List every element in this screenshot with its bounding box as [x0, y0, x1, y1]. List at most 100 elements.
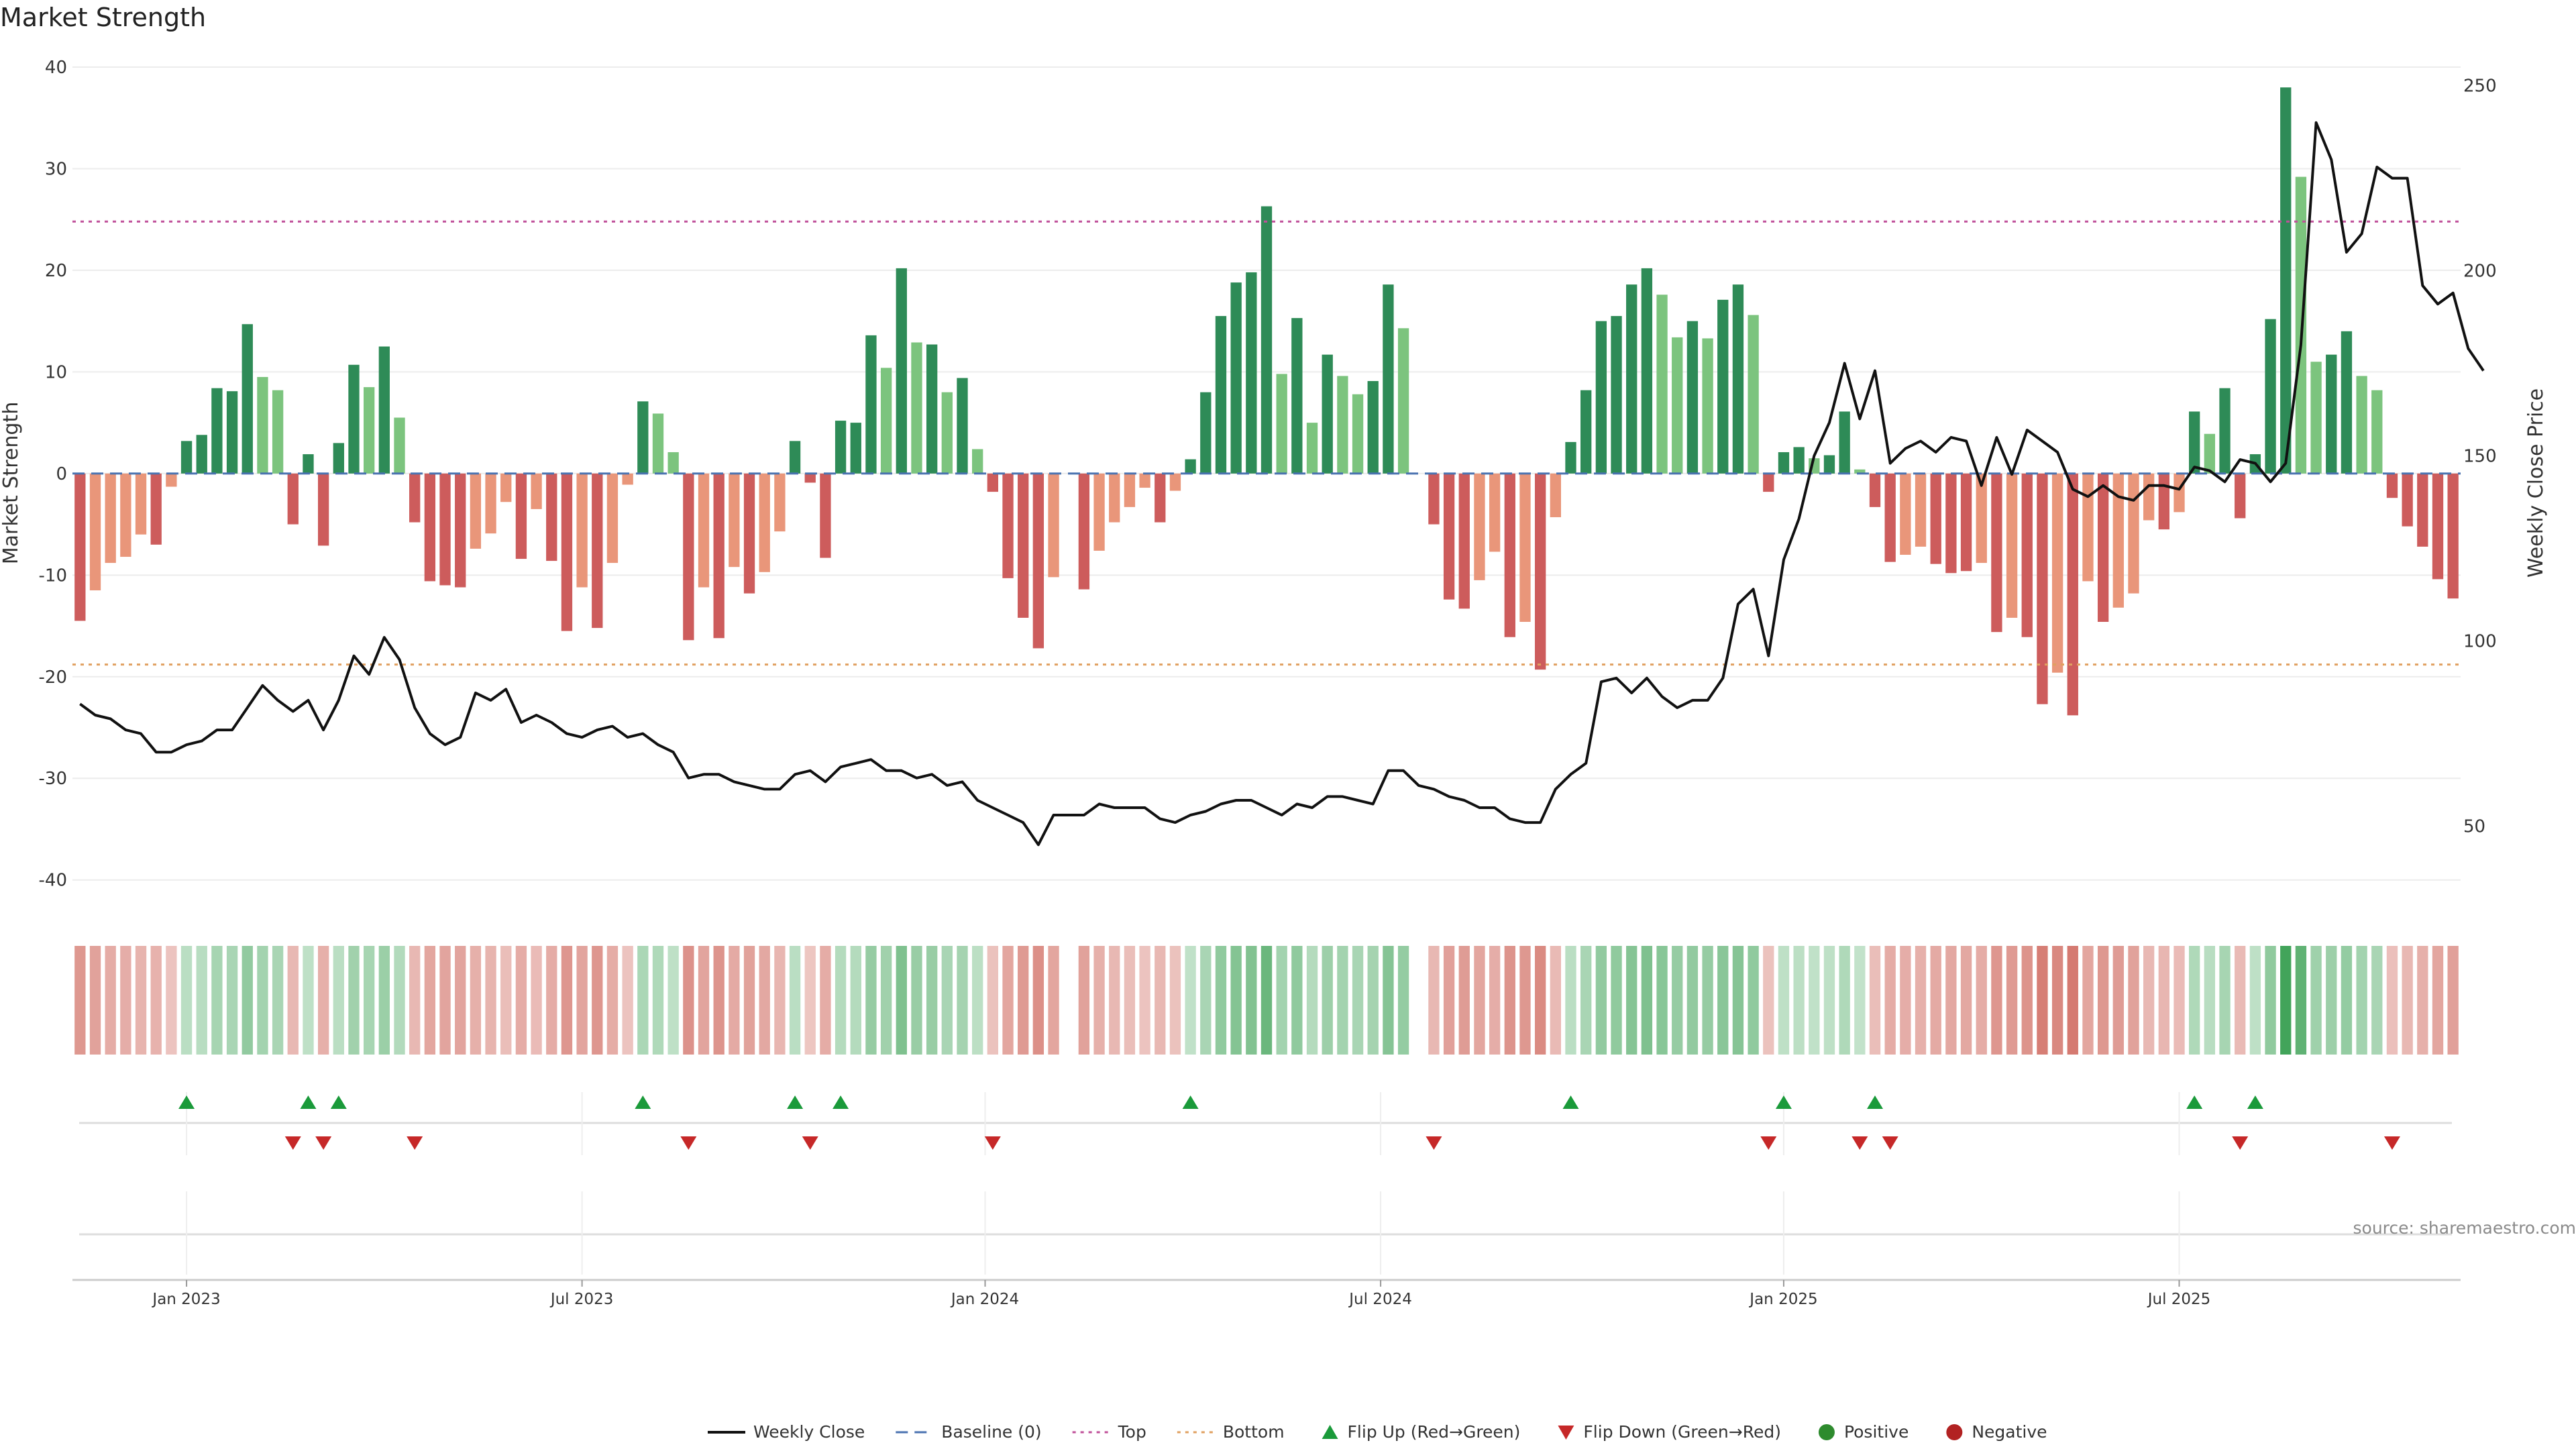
- heat-cell: [2402, 946, 2413, 1055]
- heat-cell: [515, 946, 527, 1055]
- heat-cell: [835, 946, 847, 1055]
- strength-bar-negative: [1884, 473, 1896, 562]
- strength-bar-negative: [2447, 473, 2459, 599]
- strength-bar-negative: [1124, 473, 1136, 507]
- date-tick-label: Jan 2023: [151, 1291, 220, 1308]
- heat-cell: [196, 946, 207, 1055]
- heat-cell: [74, 946, 86, 1055]
- strength-bar-negative: [2158, 473, 2169, 530]
- strength-bar-positive: [1260, 206, 1273, 474]
- heat-cell: [424, 946, 436, 1055]
- strength-bar-positive: [2265, 319, 2276, 474]
- heat-cell: [1900, 946, 1911, 1055]
- y-tick-label: -40: [39, 871, 67, 891]
- heat-cell: [2204, 946, 2216, 1055]
- strength-bar-negative: [561, 473, 573, 631]
- heat-cell: [120, 946, 131, 1055]
- heat-cell: [1246, 946, 1257, 1055]
- strength-bar-negative: [804, 473, 816, 483]
- strength-bar-positive: [1626, 284, 1638, 474]
- heat-cell: [272, 946, 284, 1055]
- strength-bar-positive: [1595, 321, 1607, 474]
- strength-bar-positive: [972, 449, 983, 474]
- heat-cell: [1260, 946, 1273, 1055]
- heat-cell: [2021, 946, 2033, 1055]
- heat-cell: [1337, 946, 1348, 1055]
- strength-bar-negative: [1139, 473, 1150, 488]
- strength-bar-positive: [865, 335, 877, 474]
- strength-bar-negative: [1018, 473, 1029, 618]
- heat-cell: [226, 946, 238, 1055]
- heat-cell: [698, 946, 710, 1055]
- heat-cell: [1306, 946, 1318, 1055]
- heat-cell: [880, 946, 892, 1055]
- strength-bar-positive: [241, 324, 253, 474]
- heat-cell: [1169, 946, 1181, 1055]
- strength-bar-negative: [820, 473, 831, 558]
- legend-label: Negative: [1972, 1422, 2047, 1442]
- heat-cell: [1383, 946, 1394, 1055]
- strength-bar-negative: [1991, 473, 2002, 633]
- flip-down-marker: [984, 1136, 1001, 1150]
- date-tick-label: Jan 2024: [950, 1291, 1019, 1308]
- legend-swatch-dot: [1818, 1424, 1835, 1440]
- heat-cell: [2295, 946, 2307, 1055]
- heat-cell: [1945, 946, 1957, 1055]
- heat-cell: [1200, 946, 1212, 1055]
- heat-cell: [1002, 946, 1014, 1055]
- strength-bar-positive: [2189, 411, 2200, 474]
- strength-bar-positive: [394, 417, 405, 474]
- strength-bar-negative: [1930, 473, 1941, 564]
- strength-bar-negative: [2006, 473, 2018, 618]
- strength-bar-negative: [500, 473, 512, 502]
- strength-bar-positive: [880, 368, 892, 474]
- heat-cell: [729, 946, 740, 1055]
- heat-cell: [1748, 946, 1759, 1055]
- strength-bar-positive: [667, 452, 679, 474]
- strength-bar-negative: [2082, 473, 2094, 582]
- heat-cell: [1124, 946, 1136, 1055]
- strength-bar-positive: [2310, 362, 2322, 474]
- heat-cell: [1869, 946, 1881, 1055]
- flip-up-marker: [178, 1095, 195, 1109]
- strength-bar-negative: [439, 473, 451, 586]
- y2-tick-label: 50: [2463, 817, 2485, 837]
- heat-cell: [850, 946, 861, 1055]
- strength-bar-positive: [926, 344, 938, 474]
- strength-bar-negative: [1960, 473, 1972, 572]
- flip-down-marker: [802, 1136, 818, 1150]
- heat-cell: [2386, 946, 2398, 1055]
- strength-bar-positive: [850, 423, 861, 474]
- y-tick-label: -10: [39, 566, 67, 586]
- heat-cell: [1580, 946, 1592, 1055]
- heat-cell: [1534, 946, 1546, 1055]
- y2-tick-label: 200: [2463, 262, 2497, 282]
- heat-cell: [2037, 946, 2048, 1055]
- heat-cell: [439, 946, 451, 1055]
- heat-cell: [1930, 946, 1941, 1055]
- strength-bar-positive: [1291, 318, 1303, 474]
- strength-bar-positive: [1565, 441, 1576, 474]
- y2-tick-label: 150: [2463, 447, 2497, 467]
- heat-cell: [1686, 946, 1699, 1055]
- heat-cell: [2280, 946, 2292, 1055]
- legend-swatch-down: [1558, 1426, 1574, 1440]
- heat-cell: [378, 946, 390, 1055]
- heat-cell: [1641, 946, 1653, 1055]
- strength-bar-negative: [2112, 473, 2124, 608]
- strength-bar-negative: [89, 473, 101, 591]
- heat-cell: [1032, 946, 1044, 1055]
- heat-cell: [1960, 946, 1972, 1055]
- heat-cell: [2326, 946, 2337, 1055]
- strength-bar-negative: [1474, 473, 1485, 580]
- strength-bar-positive: [348, 364, 360, 474]
- strength-bar-negative: [2143, 473, 2155, 521]
- heat-cell: [409, 946, 421, 1055]
- strength-bar-positive: [1702, 338, 1713, 474]
- strength-bar-positive: [180, 441, 193, 474]
- strength-bar-positive: [1367, 381, 1379, 474]
- heat-cell: [1504, 946, 1515, 1055]
- strength-bar-negative: [515, 473, 527, 559]
- y2-axis-title: Weekly Close Price: [2524, 388, 2548, 578]
- strength-bar-positive: [2219, 388, 2231, 474]
